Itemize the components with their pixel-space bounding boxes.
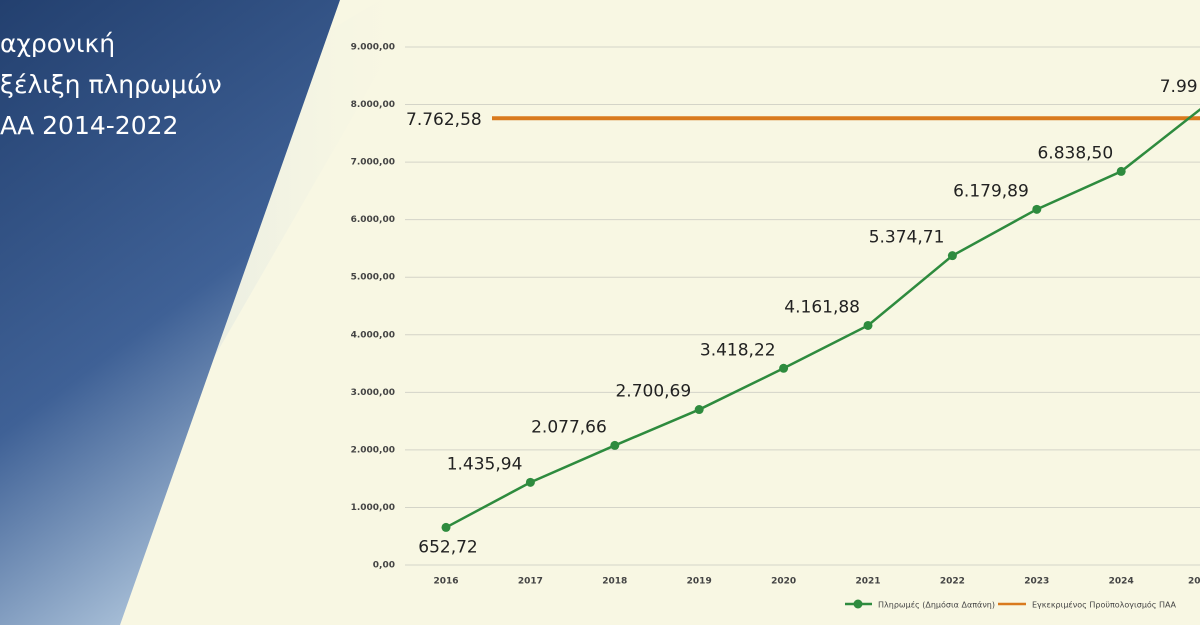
y-tick-label: 4.000,00 <box>351 330 395 340</box>
data-point <box>525 477 535 487</box>
decor-panel <box>0 0 340 625</box>
x-tick-label: 2020 <box>771 577 796 587</box>
y-tick-label: 3.000,00 <box>351 388 395 398</box>
y-tick-label: 0,00 <box>373 561 395 571</box>
x-tick-label: 2024 <box>1109 577 1134 587</box>
data-label: 7.99 <box>1160 77 1198 97</box>
data-point <box>779 363 789 373</box>
series-line <box>445 107 1200 529</box>
legend-label: Εγκεκριμένος Προϋπολογισμός ΠΑΑ <box>1032 600 1177 610</box>
data-point <box>610 440 620 450</box>
title-line: ΑΑ 2014-2022 <box>0 111 178 140</box>
x-tick-label: 2016 <box>433 577 458 587</box>
data-label: 3.418,22 <box>700 340 776 360</box>
y-tick-label: 1.000,00 <box>351 503 395 513</box>
y-tick-label: 2.000,00 <box>351 445 395 455</box>
data-point <box>694 405 704 415</box>
data-label: 652,72 <box>418 537 477 557</box>
data-label: 1.435,94 <box>447 454 523 474</box>
x-tick-label: 20 <box>1188 577 1200 587</box>
y-tick-label: 8.000,00 <box>351 100 395 110</box>
x-tick-label: 2019 <box>687 577 712 587</box>
data-label: 4.161,88 <box>784 297 860 317</box>
title-line: ξέλιξη πληρωμών <box>0 70 222 99</box>
x-tick-label: 2021 <box>855 577 880 587</box>
data-label: 6.838,50 <box>1037 143 1113 163</box>
y-tick-label: 7.000,00 <box>351 158 395 168</box>
data-point <box>1032 204 1042 214</box>
legend-label: Πληρωμές (Δημόσια Δαπάνη) <box>878 600 995 610</box>
y-tick-label: 5.000,00 <box>351 273 395 283</box>
data-label: 5.374,71 <box>869 228 945 248</box>
data-point <box>441 522 451 532</box>
data-point <box>947 251 957 261</box>
data-label: 6.179,89 <box>953 181 1029 201</box>
x-tick-label: 2022 <box>940 577 965 587</box>
data-point <box>863 320 873 330</box>
x-tick-label: 2018 <box>602 577 627 587</box>
x-tick-label: 2017 <box>518 577 543 587</box>
data-label: 2.077,66 <box>531 417 607 437</box>
data-label: 2.700,69 <box>615 382 691 402</box>
data-point <box>1116 166 1126 176</box>
legend-marker <box>853 599 863 609</box>
y-tick-label: 6.000,00 <box>351 215 395 225</box>
x-tick-label: 2023 <box>1024 577 1049 587</box>
y-tick-label: 9.000,00 <box>351 43 395 53</box>
title-line: αχρονική <box>0 29 115 58</box>
reference-label: 7.762,58 <box>406 110 482 130</box>
